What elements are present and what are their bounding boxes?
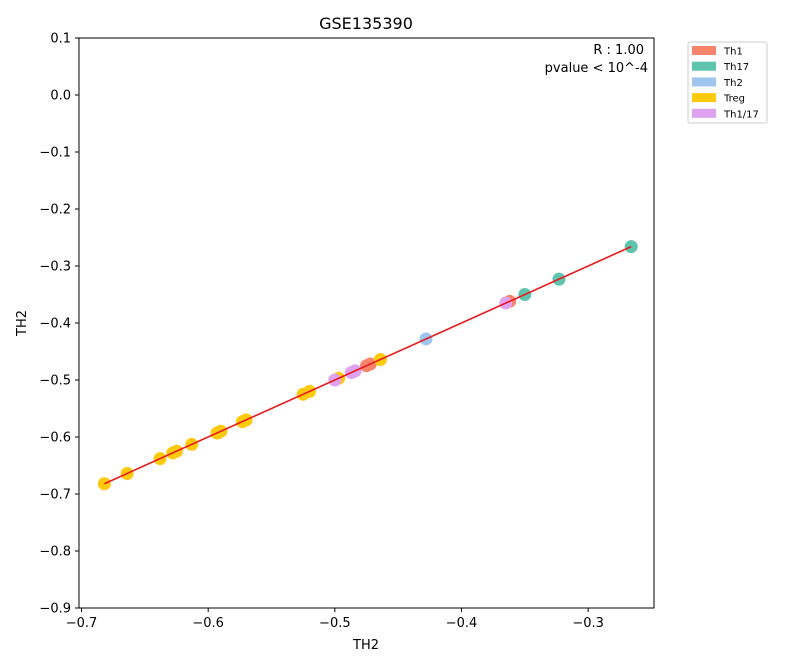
legend-swatch [692,46,716,55]
x-tick-label: −0.5 [319,616,351,631]
y-axis-label: TH2 [15,310,30,337]
plot-area [97,240,638,491]
y-tick-label: −0.4 [39,317,71,332]
x-axis-label: TH2 [352,638,379,653]
x-tick-label: −0.4 [446,616,478,631]
pvalue-annotation: pvalue < 10^-4 [545,61,648,76]
y-tick-label: 0.0 [50,89,71,104]
y-tick-label: −0.6 [39,431,71,446]
legend: Th1 Th17 Th2 Treg Th1/17 [687,41,768,124]
correlation-annotation: R : 1.00 [593,43,644,58]
x-tick-label: −0.3 [572,616,604,631]
legend-label: Treg [723,94,745,105]
legend-label: Th1/17 [723,109,759,120]
y-tick-label: 0.1 [50,32,71,47]
x-tick-label: −0.7 [66,616,98,631]
y-tick-label: −0.2 [39,203,71,218]
legend-label: Th17 [723,62,749,73]
legend-swatch [692,77,716,87]
y-tick-label: −0.5 [39,374,71,389]
legend-swatch [692,108,716,118]
legend-swatch [692,93,716,103]
y-tick-label: −0.3 [39,260,71,275]
y-tick-label: −0.9 [39,602,71,617]
regression-line [104,245,632,485]
x-axis: −0.7 −0.6 −0.5 −0.4 −0.3 [66,608,604,631]
legend-swatch [692,61,716,71]
plot-frame [78,37,655,609]
y-tick-label: −0.7 [39,488,71,503]
y-axis: 0.1 0.0 −0.1 −0.2 −0.3 −0.4 −0.5 −0.6 −0.7 −0.8 −0… [39,32,79,617]
y-tick-label: −0.1 [39,146,71,161]
legend-label: Th1 [723,47,743,58]
y-tick-label: −0.8 [39,545,71,560]
x-tick-label: −0.6 [192,616,224,631]
chart-title: GSE135390 [319,14,413,33]
legend-label: Th2 [723,78,743,89]
